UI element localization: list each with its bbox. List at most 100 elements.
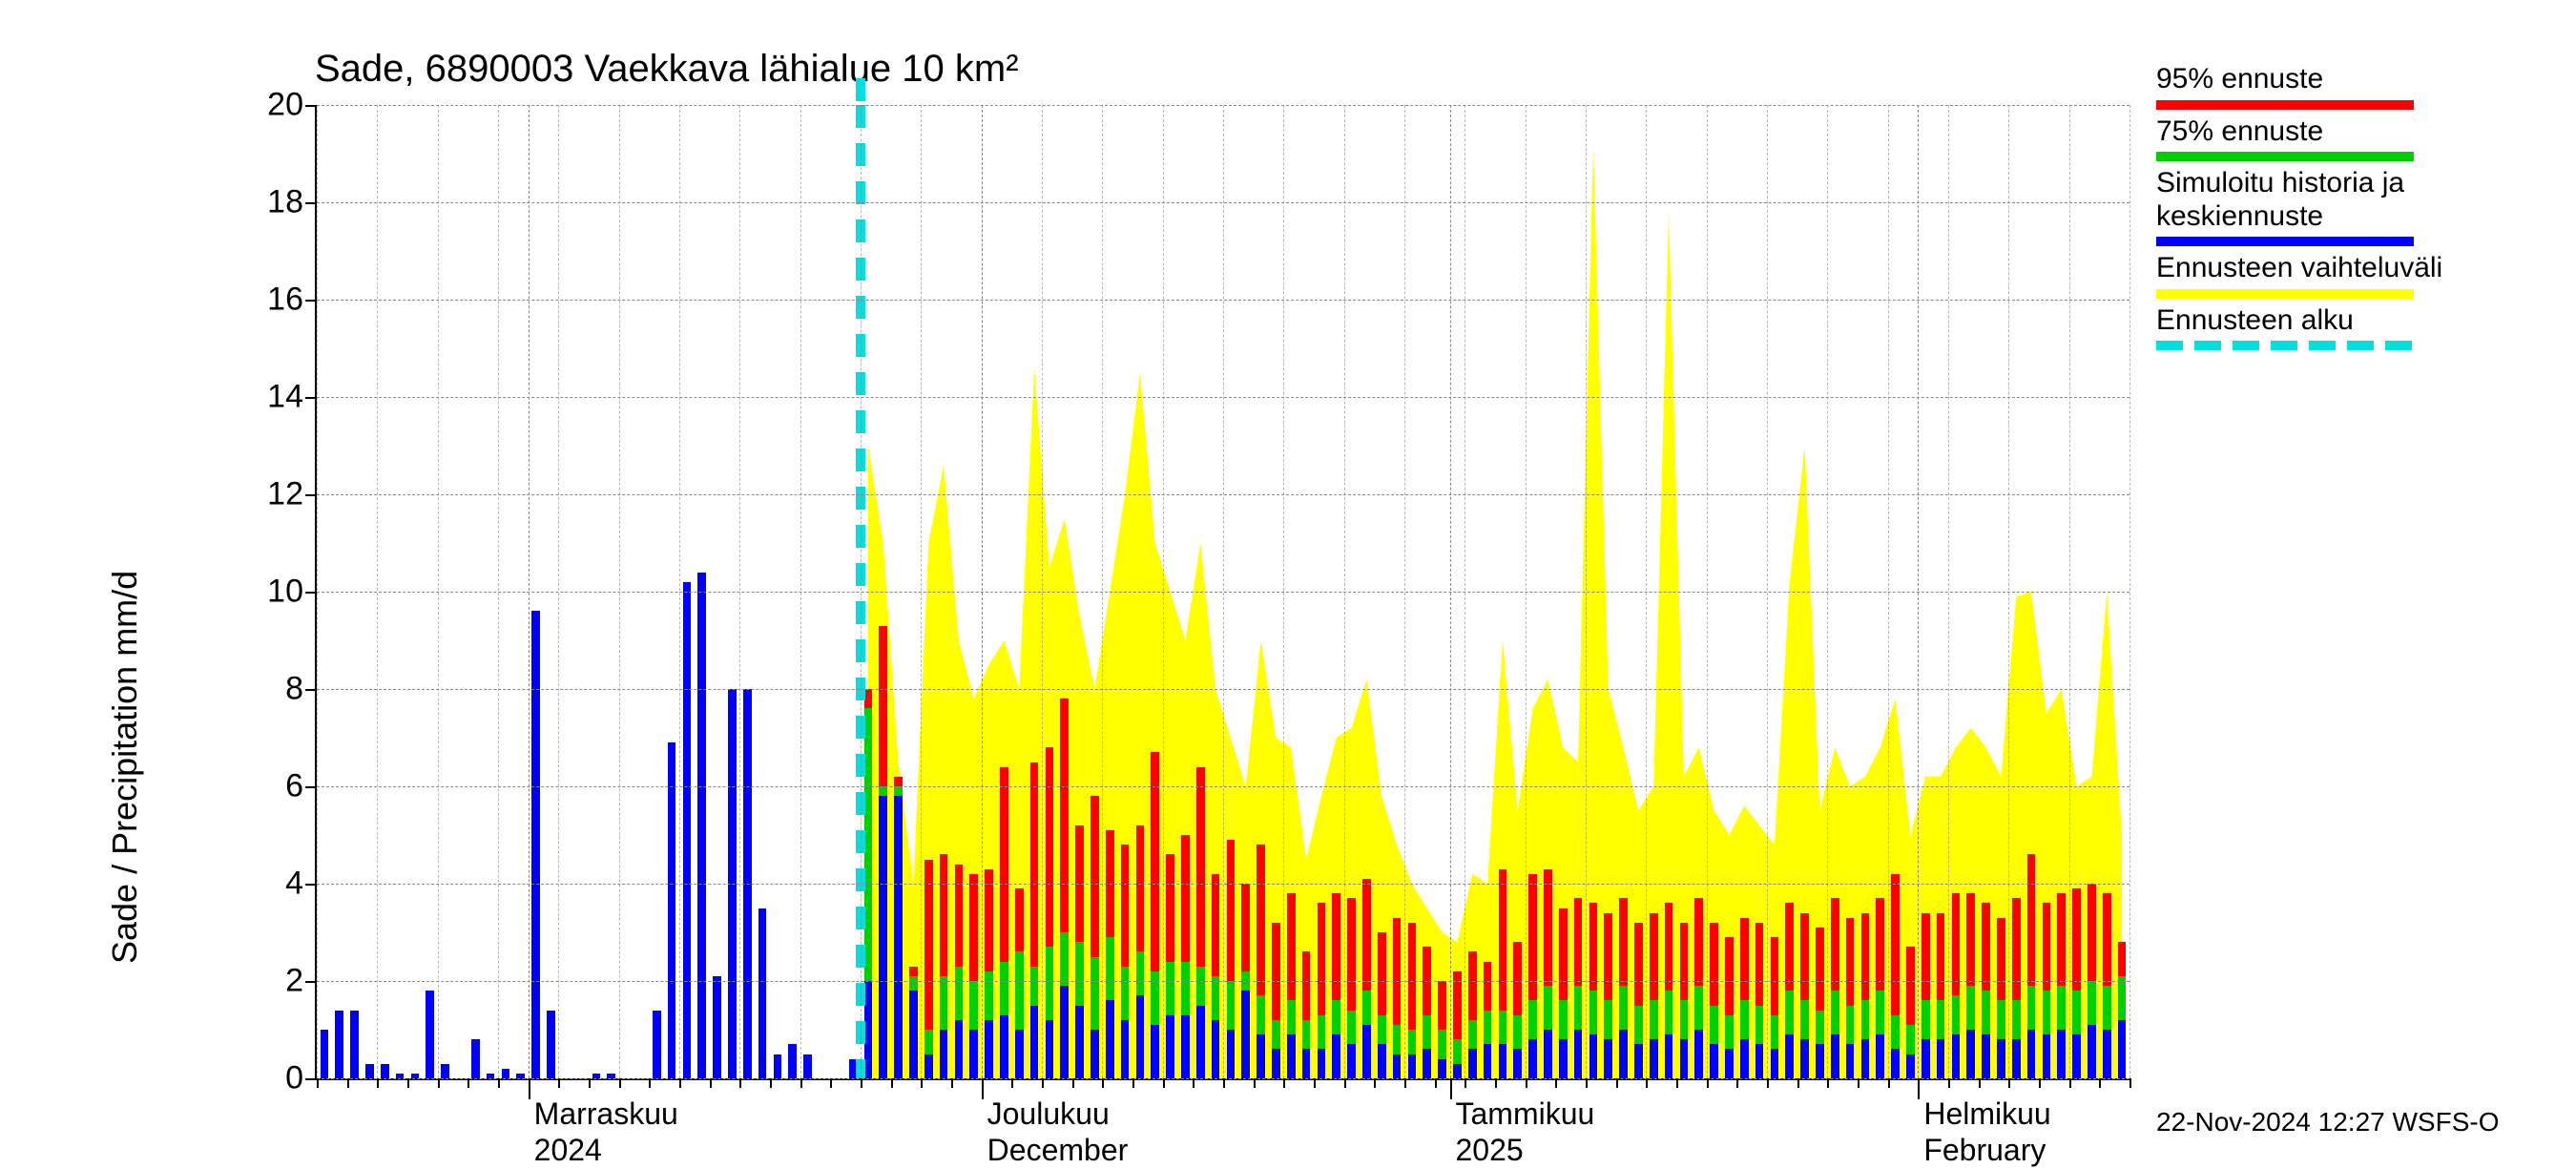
- median-bar: [1181, 1015, 1190, 1078]
- median-bar: [969, 1030, 978, 1078]
- median-bar: [1468, 1049, 1477, 1078]
- x-tick-minor: [1948, 1078, 1950, 1088]
- median-bar: [1982, 1034, 1990, 1078]
- grid-v-minor: [1344, 105, 1345, 1078]
- x-tick-minor: [770, 1078, 772, 1088]
- x-tick-minor: [921, 1078, 923, 1088]
- x-tick-minor: [1555, 1078, 1557, 1088]
- grid-v: [529, 105, 530, 1078]
- median-bar: [1046, 1020, 1054, 1078]
- median-bar: [2027, 1030, 2036, 1078]
- history-bar: [471, 1039, 480, 1078]
- median-bar: [1906, 1054, 1915, 1079]
- median-bar: [1075, 1006, 1084, 1079]
- x-tick-minor: [407, 1078, 409, 1088]
- history-bar: [335, 1011, 343, 1078]
- x-tick-minor: [529, 1078, 530, 1088]
- median-bar: [1891, 1049, 1900, 1078]
- median-bar: [2103, 1030, 2111, 1078]
- x-tick-minor: [1495, 1078, 1497, 1088]
- median-bar: [1257, 1034, 1265, 1078]
- history-bar: [365, 1064, 374, 1078]
- x-tick-minor: [1344, 1078, 1346, 1088]
- history-bar: [713, 976, 721, 1078]
- grid-v-minor: [921, 105, 922, 1078]
- x-tick-minor: [558, 1078, 560, 1088]
- grid-v-minor: [498, 105, 499, 1078]
- x-tick-minor: [891, 1078, 893, 1088]
- legend-item: Ennusteen alku: [2156, 304, 2442, 351]
- median-bar: [1287, 1034, 1296, 1078]
- x-tick-minor: [1767, 1078, 1769, 1088]
- x-tick-minor: [739, 1078, 741, 1088]
- y-tick-mark: [305, 105, 317, 107]
- grid-v-minor: [1767, 105, 1768, 1078]
- history-bar: [774, 1054, 782, 1079]
- x-tick-minor: [467, 1078, 469, 1088]
- median-bar: [1816, 1044, 1824, 1078]
- x-tick-minor: [1888, 1078, 1890, 1088]
- x-tick-minor: [800, 1078, 802, 1088]
- grid-v-minor: [1283, 105, 1284, 1078]
- plot-area: 02468101214161820Marraskuu2024JoulukuuDe…: [315, 105, 2129, 1080]
- x-month-label: HelmikuuFebruary: [1923, 1078, 2050, 1169]
- median-bar: [1423, 1049, 1431, 1078]
- median-bar: [1121, 1020, 1130, 1078]
- median-bar: [1800, 1039, 1809, 1078]
- median-bar: [1302, 1049, 1311, 1078]
- x-tick-major: [1450, 1078, 1452, 1099]
- y-tick-mark: [305, 786, 317, 788]
- y-tick-mark: [305, 592, 317, 594]
- x-tick-minor: [1011, 1078, 1013, 1088]
- x-tick-minor: [830, 1078, 832, 1088]
- median-bar: [1136, 995, 1145, 1078]
- median-bar: [1166, 1015, 1174, 1078]
- x-tick-minor: [1314, 1078, 1316, 1088]
- median-bar: [1544, 1030, 1552, 1078]
- y-tick-mark: [305, 202, 317, 204]
- x-tick-minor: [649, 1078, 651, 1088]
- x-month-label: Marraskuu2024: [534, 1078, 678, 1169]
- median-bar: [1922, 1039, 1930, 1078]
- x-tick-minor: [1646, 1078, 1648, 1088]
- legend-swatch: [2156, 100, 2414, 110]
- grid-v-minor: [1163, 105, 1164, 1078]
- median-bar: [1106, 1000, 1114, 1078]
- legend-label: Simuloitu historia jakeskiennuste: [2156, 167, 2442, 233]
- median-bar: [940, 1030, 948, 1078]
- x-tick-minor: [1072, 1078, 1074, 1088]
- x-tick-minor: [2099, 1078, 2101, 1088]
- grid-v-minor: [377, 105, 378, 1078]
- x-tick-minor: [1736, 1078, 1738, 1088]
- history-bar: [668, 742, 676, 1078]
- grid-v-minor: [317, 105, 318, 1078]
- median-bar: [985, 1020, 993, 1078]
- median-bar: [2072, 1034, 2081, 1078]
- history-bar: [381, 1064, 389, 1078]
- median-bar: [879, 796, 887, 1078]
- history-bar: [758, 908, 767, 1079]
- grid-v-minor: [2129, 105, 2130, 1078]
- x-tick-minor: [951, 1078, 953, 1088]
- median-bar: [1513, 1049, 1522, 1078]
- x-tick-minor: [1526, 1078, 1527, 1088]
- median-bar: [1876, 1034, 1884, 1078]
- grid-v-minor: [739, 105, 740, 1078]
- y-tick-mark: [305, 494, 317, 496]
- median-bar: [1091, 1030, 1099, 1078]
- median-bar: [1453, 1064, 1462, 1078]
- x-tick-minor: [2129, 1078, 2131, 1088]
- grid-v-minor: [861, 105, 862, 1078]
- y-tick-mark: [305, 884, 317, 886]
- x-tick-minor: [1193, 1078, 1195, 1088]
- median-bar: [1060, 986, 1069, 1078]
- median-bar: [1650, 1039, 1658, 1078]
- grid-v-minor: [2008, 105, 2009, 1078]
- grid-v-minor: [1888, 105, 1889, 1078]
- x-tick-minor: [1163, 1078, 1165, 1088]
- x-tick-minor: [1254, 1078, 1256, 1088]
- grid-v-minor: [982, 105, 983, 1078]
- legend-item: Ennusteen vaihteluväli: [2156, 252, 2442, 299]
- median-bar: [1196, 1006, 1205, 1079]
- legend-item: 75% ennuste: [2156, 115, 2442, 162]
